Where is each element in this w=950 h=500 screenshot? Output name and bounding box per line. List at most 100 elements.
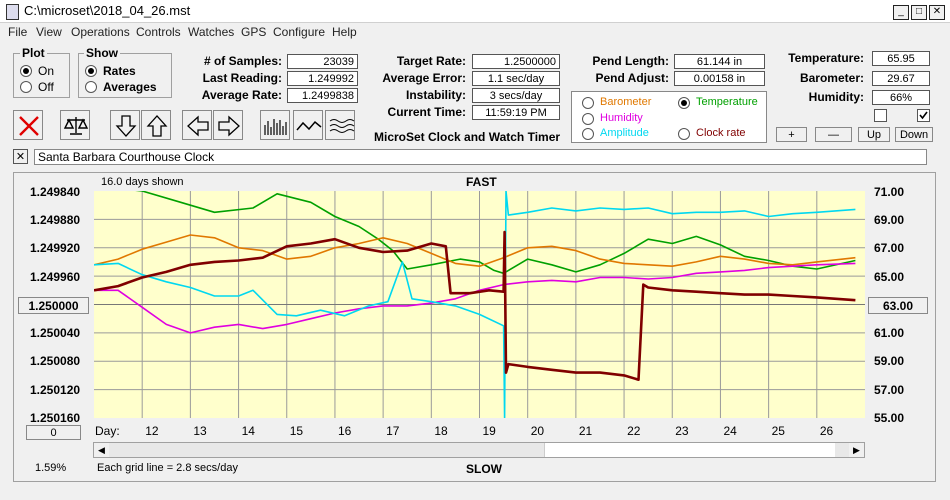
plot-off-label: Off — [38, 80, 54, 94]
menu-watches[interactable]: Watches — [188, 25, 235, 39]
show-group — [78, 53, 172, 98]
humidity-option-label: Humidity — [600, 112, 643, 124]
up-arrow-icon — [146, 115, 168, 137]
instability-field: 3 secs/day — [472, 88, 560, 103]
menu-configure[interactable]: Configure — [273, 25, 326, 39]
x-tick-label: 18 — [434, 424, 448, 438]
right-axis-reset-button[interactable]: 63.00 — [868, 297, 928, 314]
barometer-radio[interactable] — [582, 97, 594, 109]
app-icon — [6, 4, 19, 20]
barometer-option-label: Barometer — [600, 96, 652, 108]
wave-button[interactable] — [293, 110, 323, 140]
menu-file[interactable]: File — [8, 25, 28, 39]
scroll-down-button[interactable]: Down — [895, 127, 933, 142]
target-rate-label: Target Rate: — [396, 54, 466, 68]
pend-length-field: 61.144 in — [674, 54, 765, 69]
humidity-radio[interactable] — [582, 113, 594, 125]
barometer-label: Barometer: — [799, 71, 864, 85]
app-caption: MicroSet Clock and Watch Timer — [374, 130, 561, 144]
scroll-left-icon[interactable]: ◀ — [94, 443, 109, 457]
option-checkbox-2[interactable] — [917, 109, 930, 122]
close-button[interactable]: ✕ — [929, 5, 945, 20]
y-right-tick: 55.00 — [874, 411, 905, 425]
show-group-title: Show — [84, 46, 120, 60]
x-tick-label: 19 — [482, 424, 496, 438]
y-right-tick: 57.00 — [874, 383, 905, 397]
up-arrow-button[interactable] — [141, 110, 171, 140]
balance-button[interactable] — [60, 110, 90, 140]
window-title: C:\microset\2018_04_26.mst — [24, 3, 191, 18]
left-axis-reset-button[interactable]: 1.250000 — [18, 297, 89, 314]
zoom-in-button[interactable]: + — [776, 127, 807, 142]
histogram-button[interactable] — [260, 110, 290, 140]
chart-panel — [13, 172, 936, 482]
x-tick-label: 25 — [771, 424, 785, 438]
clear-clock-button[interactable]: ✕ — [13, 149, 28, 164]
right-arrow-icon — [218, 115, 240, 137]
samples-field: 23039 — [287, 54, 358, 69]
temperature-radio[interactable] — [678, 97, 690, 109]
y-left-tick: 1.250080 — [30, 354, 81, 368]
x-tick-label: 17 — [386, 424, 400, 438]
series-clock-rate — [93, 230, 856, 381]
average-error-field: 1.1 sec/day — [472, 71, 560, 86]
down-arrow-button[interactable] — [110, 110, 140, 140]
plot-off-radio[interactable] — [20, 81, 32, 93]
humidity-label: Humidity: — [808, 90, 864, 104]
menu-operations[interactable]: Operations — [71, 25, 130, 39]
instability-label: Instability: — [405, 88, 466, 102]
plot-on-radio[interactable] — [20, 65, 32, 77]
target-rate-field[interactable]: 1.2500000 — [472, 54, 560, 69]
plot-group-title: Plot — [20, 46, 47, 60]
menu-controls[interactable]: Controls — [136, 25, 181, 39]
x-tick-label: 23 — [675, 424, 689, 438]
fast-label: FAST — [466, 175, 497, 189]
y-left-tick: 1.250120 — [30, 383, 81, 397]
y-left-tick: 1.249880 — [30, 213, 81, 227]
grid-line-note: Each grid line = 2.8 secs/day — [97, 462, 238, 474]
pend-adjust-field: 0.00158 in — [674, 71, 765, 86]
plot-area — [93, 183, 865, 419]
checkmark-icon — [919, 111, 928, 120]
series-barometer — [93, 234, 856, 267]
menu-help[interactable]: Help — [332, 25, 357, 39]
temperature-option-label: Temperature — [696, 96, 758, 108]
clock-rate-option-label: Clock rate — [696, 127, 746, 139]
series-temperature — [93, 183, 856, 275]
option-checkbox-1[interactable] — [874, 109, 887, 122]
y-left-tick: 1.249840 — [30, 185, 81, 199]
menu-bar: File View Operations Controls Watches GP… — [0, 22, 950, 42]
pend-adjust-label: Pend Adjust: — [595, 71, 669, 85]
scrollbar-thumb[interactable] — [544, 443, 835, 457]
left-arrow-button[interactable] — [182, 110, 212, 140]
amplitude-radio[interactable] — [582, 128, 594, 140]
zoom-out-button[interactable]: — — [815, 127, 852, 142]
scroll-up-button[interactable]: Up — [858, 127, 890, 142]
temperature-label: Temperature: — [788, 51, 864, 65]
multi-wave-button[interactable] — [325, 110, 355, 140]
zero-button[interactable]: 0 — [26, 425, 81, 440]
y-left-tick: 1.250040 — [30, 326, 81, 340]
y-left-tick: 1.250160 — [30, 411, 81, 425]
menu-gps[interactable]: GPS — [241, 25, 267, 39]
clock-name-field[interactable]: Santa Barbara Courthouse Clock — [34, 149, 927, 165]
horizontal-scrollbar[interactable]: ◀ ▶ — [93, 442, 865, 458]
show-rates-radio[interactable] — [85, 65, 97, 77]
x-tick-label: 24 — [723, 424, 737, 438]
average-rate-field: 1.2499838 — [287, 88, 358, 103]
maximize-button[interactable]: □ — [911, 5, 927, 20]
series-amplitude — [93, 190, 856, 419]
current-time-label: Current Time: — [387, 105, 466, 119]
stop-button[interactable] — [13, 110, 43, 140]
show-averages-radio[interactable] — [85, 81, 97, 93]
right-arrow-button[interactable] — [213, 110, 243, 140]
last-reading-field: 1.249992 — [287, 71, 358, 86]
barometer-field: 29.67 — [872, 71, 930, 86]
menu-view[interactable]: View — [36, 25, 62, 39]
x-tick-label: 13 — [193, 424, 207, 438]
minimize-button[interactable]: _ — [893, 5, 909, 20]
scroll-right-icon[interactable]: ▶ — [849, 443, 864, 457]
average-rate-label: Average Rate: — [201, 88, 282, 102]
clock-rate-radio[interactable] — [678, 128, 690, 140]
y-right-tick: 67.00 — [874, 241, 905, 255]
